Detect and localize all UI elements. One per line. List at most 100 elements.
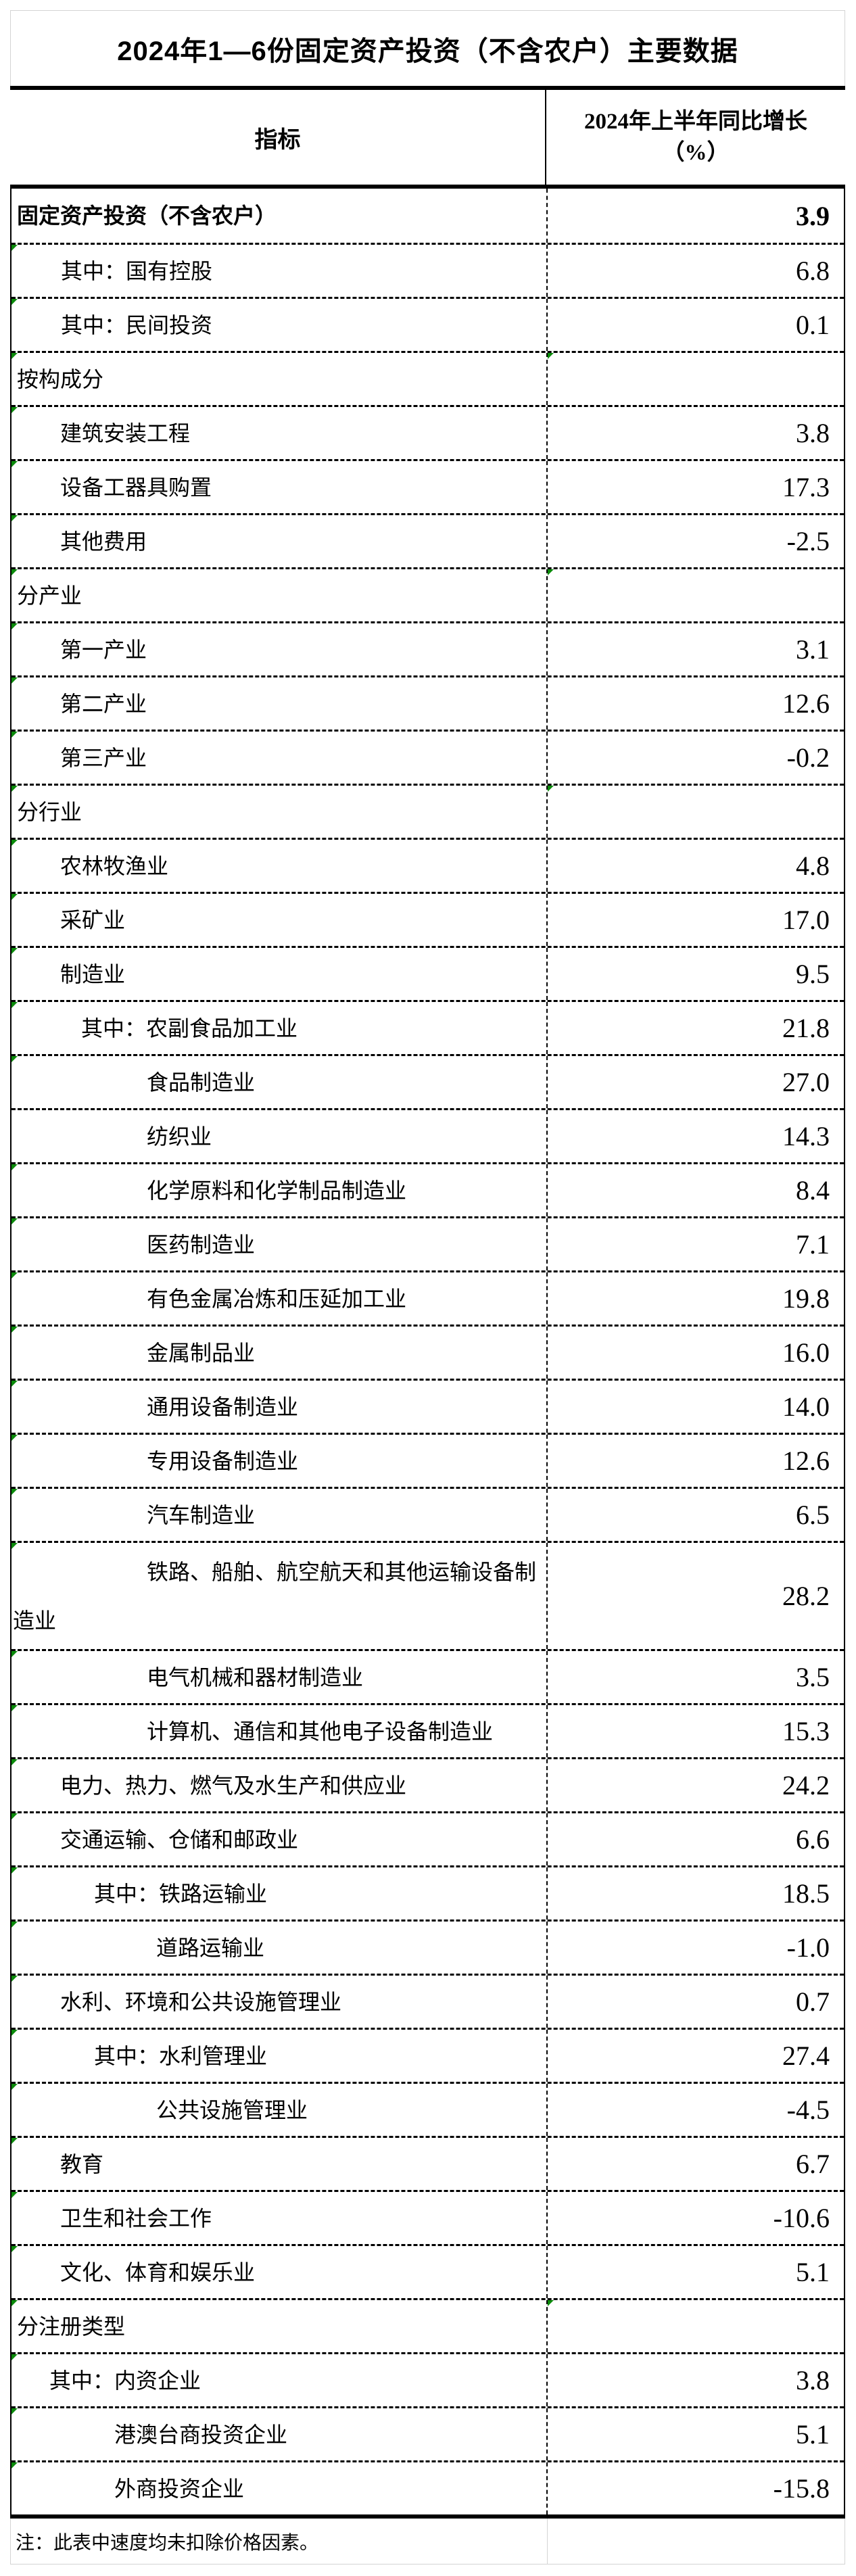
cell-flag-triangle-icon xyxy=(11,1489,18,1495)
value-cell: 4.8 xyxy=(546,840,844,892)
cell-flag-triangle-icon xyxy=(11,1922,18,1928)
cell-flag-triangle-icon xyxy=(11,2300,18,2306)
table-row: 纺织业 14.3 xyxy=(11,1108,844,1162)
value-cell: -10.6 xyxy=(546,2192,844,2244)
table-row: 水利、环境和公共设施管理业 0.7 xyxy=(11,1974,844,2028)
indicator-cell: 医药制造业 xyxy=(147,1232,256,1257)
cell-flag-triangle-icon xyxy=(11,1164,18,1170)
value-cell: 24.2 xyxy=(546,1759,844,1811)
table-row: 其中：内资企业 3.8 xyxy=(11,2352,844,2406)
indicator-cell: 水利、环境和公共设施管理业 xyxy=(60,1989,342,2014)
indicator-cell: 教育 xyxy=(60,2151,104,2176)
indicator-cell: 建筑安装工程 xyxy=(60,421,191,446)
cell-flag-triangle-icon xyxy=(11,677,18,684)
table-row: 化学原料和化学制品制造业 8.4 xyxy=(11,1162,844,1216)
indicator-cell: 采矿业 xyxy=(60,907,126,932)
header-value-line2: （%） xyxy=(662,141,730,165)
value-cell: 6.7 xyxy=(546,2138,844,2190)
value-cell: -4.5 xyxy=(546,2084,844,2136)
cell-flag-triangle-icon xyxy=(11,1056,18,1062)
table-header-row: 指标 2024年上半年同比增长 （%） xyxy=(10,86,845,189)
table-row: 公共设施管理业 -4.5 xyxy=(11,2082,844,2136)
table-row: 采矿业 17.0 xyxy=(11,892,844,946)
indicator-cell: 纺织业 xyxy=(147,1124,212,1149)
value-cell: 0.1 xyxy=(546,299,844,351)
table-row: 其中：农副食品加工业 21.8 xyxy=(11,1000,844,1054)
value-cell: 27.0 xyxy=(546,1056,844,1108)
cell-flag-triangle-icon xyxy=(11,2138,18,2144)
value-cell: 14.3 xyxy=(546,1110,844,1162)
table-title: 2024年1—6份固定资产投资（不含农户）主要数据 xyxy=(10,10,845,86)
cell-flag-triangle-icon xyxy=(11,1651,18,1657)
value-cell: 16.0 xyxy=(546,1327,844,1379)
indicator-cell: 电气机械和器材制造业 xyxy=(147,1665,364,1690)
table-row: 文化、体育和娱乐业 5.1 xyxy=(11,2244,844,2298)
table-row: 食品制造业 27.0 xyxy=(11,1054,844,1108)
cell-flag-triangle-icon xyxy=(11,1543,18,1549)
header-value-cell: 2024年上半年同比增长 （%） xyxy=(545,90,845,185)
indicator-cell: 其中：民间投资 xyxy=(61,312,213,337)
cell-flag-triangle-icon xyxy=(11,2246,18,2252)
indicator-cell: 港澳台商投资企业 xyxy=(114,2422,288,2447)
indicator-cell: 食品制造业 xyxy=(147,1070,256,1095)
value-cell: 3.8 xyxy=(546,2354,844,2406)
table-row: 固定资产投资（不含农户） 3.9 xyxy=(11,189,844,243)
cell-flag-triangle-icon xyxy=(11,407,18,413)
table-row: 按构成分 xyxy=(11,351,844,405)
cell-flag-triangle-icon xyxy=(11,1435,18,1441)
cell-flag-triangle-icon xyxy=(11,461,18,467)
indicator-cell: 电力、热力、燃气及水生产和供应业 xyxy=(60,1773,407,1798)
indicator-cell: 其中：内资企业 xyxy=(49,2368,201,2393)
value-cell: -2.5 xyxy=(546,515,844,567)
indicator-cell: 交通运输、仓储和邮政业 xyxy=(60,1827,299,1852)
cell-flag-triangle-icon xyxy=(11,1327,18,1333)
value-cell: 18.5 xyxy=(546,1867,844,1919)
table-row: 其中：水利管理业 27.4 xyxy=(11,2028,844,2082)
cell-flag-triangle-icon xyxy=(11,1002,18,1008)
cell-flag-triangle-icon xyxy=(548,569,554,575)
cell-flag-triangle-icon xyxy=(11,948,18,954)
table-row: 农林牧渔业 4.8 xyxy=(11,838,844,892)
table-row: 有色金属冶炼和压延加工业 19.8 xyxy=(11,1270,844,1325)
value-cell: 28.2 xyxy=(546,1543,844,1649)
indicator-cell: 公共设施管理业 xyxy=(156,2097,308,2122)
indicator-cell: 分注册类型 xyxy=(17,2314,126,2339)
cell-flag-triangle-icon xyxy=(11,2192,18,2198)
table-row: 其中：民间投资 0.1 xyxy=(11,297,844,351)
table-row: 第三产业 -0.2 xyxy=(11,730,844,784)
indicator-cell: 其他费用 xyxy=(60,529,147,554)
table-row: 其他费用 -2.5 xyxy=(11,513,844,567)
table-row: 港澳台商投资企业 5.1 xyxy=(11,2406,844,2460)
cell-flag-triangle-icon xyxy=(11,1976,18,1982)
cell-flag-triangle-icon xyxy=(11,1759,18,1765)
value-cell: 12.6 xyxy=(546,1435,844,1487)
value-cell: 8.4 xyxy=(546,1164,844,1216)
cell-flag-triangle-icon xyxy=(11,2408,18,2414)
table-row: 建筑安装工程 3.8 xyxy=(11,405,844,459)
value-cell: 12.6 xyxy=(546,677,844,730)
value-cell: 6.8 xyxy=(546,245,844,297)
cell-flag-triangle-icon xyxy=(11,894,18,900)
cell-flag-triangle-icon xyxy=(548,2300,554,2306)
header-value-line1: 2024年上半年同比增长 xyxy=(584,110,807,134)
indicator-cell: 农林牧渔业 xyxy=(60,853,169,878)
indicator-cell: 专用设备制造业 xyxy=(147,1448,299,1473)
cell-flag-triangle-icon xyxy=(11,353,18,359)
indicator-cell: 其中：水利管理业 xyxy=(94,2043,268,2068)
table-row: 汽车制造业 6.5 xyxy=(11,1487,844,1541)
value-cell: 5.1 xyxy=(546,2408,844,2460)
cell-flag-triangle-icon xyxy=(11,1867,18,1874)
value-cell: 21.8 xyxy=(546,1002,844,1054)
value-cell: 15.3 xyxy=(546,1705,844,1757)
indicator-cell: 汽车制造业 xyxy=(147,1502,256,1527)
indicator-cell: 按构成分 xyxy=(17,366,104,391)
indicator-cell: 分行业 xyxy=(17,799,82,824)
table-row: 电力、热力、燃气及水生产和供应业 24.2 xyxy=(11,1757,844,1811)
cell-flag-triangle-icon xyxy=(548,786,554,792)
cell-flag-triangle-icon xyxy=(11,1272,18,1279)
indicator-cell: 其中：农副食品加工业 xyxy=(81,1016,298,1041)
value-cell: 27.4 xyxy=(546,2030,844,2082)
cell-flag-triangle-icon xyxy=(11,786,18,792)
table-row: 交通运输、仓储和邮政业 6.6 xyxy=(11,1811,844,1865)
table-body: 固定资产投资（不含农户） 3.9 其中：国有控股 6.8 其中：民间投资 0.1 按构成分建… xyxy=(10,189,845,2519)
